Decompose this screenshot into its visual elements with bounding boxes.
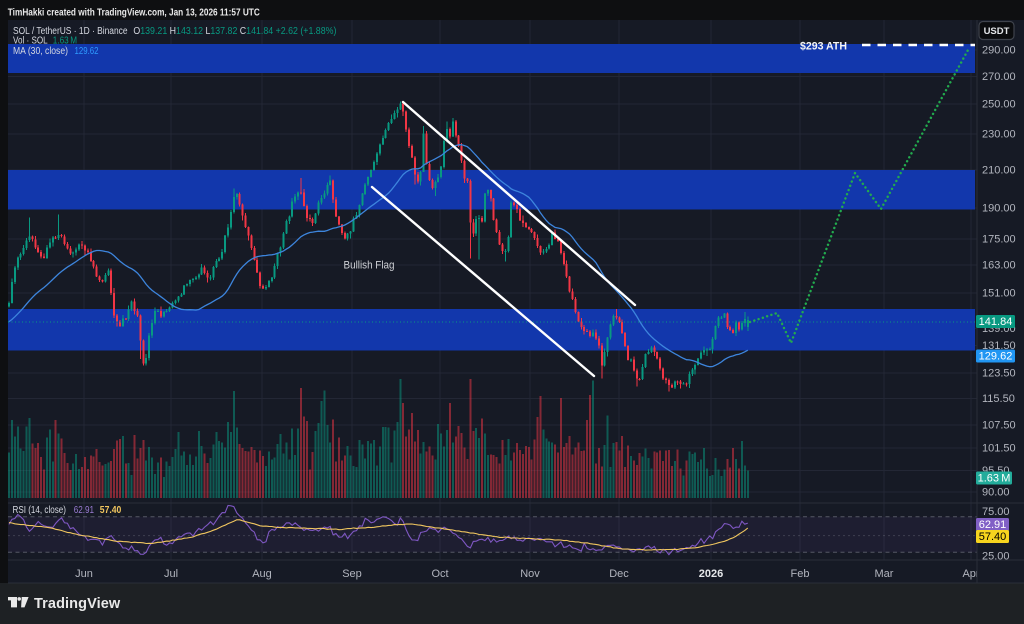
svg-text:107.50: 107.50: [982, 419, 1016, 431]
svg-text:230.00: 230.00: [982, 129, 1016, 141]
svg-text:129.62: 129.62: [979, 351, 1013, 363]
svg-text:151.00: 151.00: [982, 288, 1016, 300]
svg-text:62.91: 62.91: [74, 505, 95, 516]
svg-text:131.50: 131.50: [982, 340, 1016, 352]
svg-text:2026: 2026: [699, 568, 723, 580]
svg-text:90.00: 90.00: [982, 486, 1010, 498]
svg-text:SOL / TetherUS · 1D · Binance: SOL / TetherUS · 1D · Binance: [13, 26, 128, 37]
svg-text:290.00: 290.00: [982, 44, 1016, 56]
svg-text:Jul: Jul: [164, 568, 178, 580]
svg-text:1.63 M: 1.63 M: [978, 473, 1011, 485]
svg-text:Nov: Nov: [520, 568, 540, 580]
svg-text:115.50: 115.50: [982, 393, 1015, 405]
svg-text:75.00: 75.00: [982, 506, 1010, 518]
svg-text:Apr: Apr: [962, 568, 979, 580]
svg-text:270.00: 270.00: [982, 71, 1016, 83]
svg-text:USDT: USDT: [984, 26, 1010, 37]
svg-text:Bullish Flag: Bullish Flag: [344, 260, 395, 272]
svg-text:MA (30, close): MA (30, close): [13, 46, 68, 57]
svg-text:TimHakki created with TradingV: TimHakki created with TradingView.com, J…: [8, 6, 260, 18]
svg-text:Feb: Feb: [791, 568, 810, 580]
svg-text:Dec: Dec: [609, 568, 629, 580]
svg-text:250.00: 250.00: [982, 99, 1016, 111]
svg-text:175.00: 175.00: [982, 234, 1016, 246]
svg-text:123.50: 123.50: [982, 368, 1016, 380]
svg-text:57.40: 57.40: [100, 505, 122, 516]
svg-text:TradingView: TradingView: [34, 596, 121, 612]
svg-text:Jun: Jun: [75, 568, 93, 580]
svg-text:25.00: 25.00: [982, 551, 1010, 563]
svg-text:RSI (14, close): RSI (14, close): [13, 505, 67, 516]
svg-text:Vol · SOL: Vol · SOL: [13, 36, 48, 47]
svg-text:190.00: 190.00: [982, 203, 1016, 215]
svg-text:Sep: Sep: [342, 568, 362, 580]
svg-text:210.00: 210.00: [982, 165, 1016, 177]
svg-text:Aug: Aug: [252, 568, 272, 580]
svg-text:$293 ATH: $293 ATH: [800, 40, 847, 52]
svg-text:101.50: 101.50: [982, 442, 1016, 454]
svg-text:57.40: 57.40: [979, 531, 1007, 543]
svg-text:129.62: 129.62: [75, 46, 99, 57]
svg-text:Mar: Mar: [875, 568, 894, 580]
svg-text:1.63 M: 1.63 M: [53, 36, 77, 47]
svg-text:62.91: 62.91: [979, 519, 1007, 531]
svg-text:Oct: Oct: [431, 568, 448, 580]
svg-text:141.84: 141.84: [979, 316, 1013, 328]
svg-text:O139.21 H143.12 L137.82 C141.8: O139.21 H143.12 L137.82 C141.84 +2.62 (+…: [133, 26, 336, 37]
svg-text:163.00: 163.00: [982, 260, 1016, 272]
